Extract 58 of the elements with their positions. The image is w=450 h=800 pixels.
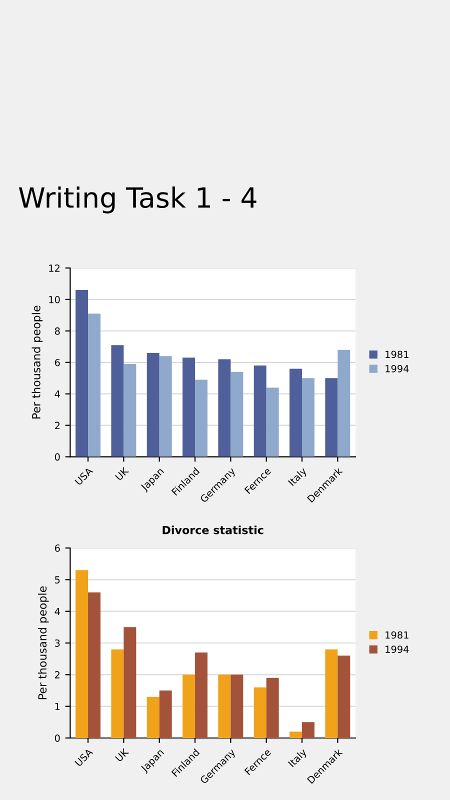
- bar: [254, 366, 266, 457]
- bar: [302, 722, 314, 738]
- y-tick-label: 0: [54, 453, 60, 461]
- legend-label: 1994: [386, 365, 409, 372]
- y-tick-label: 6: [54, 358, 60, 366]
- y-tick-label: 4: [54, 608, 60, 616]
- y-tick-label: 6: [54, 544, 60, 552]
- bar: [124, 364, 136, 457]
- bar: [124, 627, 136, 738]
- bar: [195, 380, 208, 457]
- y-tick-label: 3: [55, 639, 60, 647]
- bar: [338, 656, 350, 738]
- bar: [146, 352, 160, 457]
- bar: [230, 674, 244, 738]
- bar: [302, 378, 314, 457]
- bar: [111, 649, 124, 738]
- x-tick-label: USA: [74, 748, 94, 767]
- bar: [182, 674, 196, 738]
- bar: [338, 350, 350, 457]
- y-tick-label: 8: [54, 327, 60, 335]
- chart-title: Divorce statistic: [162, 526, 264, 534]
- bar: [159, 356, 172, 457]
- y-tick-label: 12: [49, 264, 60, 272]
- y-tick-label: 5: [55, 576, 60, 584]
- bar: [218, 674, 231, 738]
- y-axis-title: Per thousand people: [38, 586, 49, 700]
- y-tick-label: 2: [55, 671, 60, 678]
- bar: [266, 678, 279, 738]
- bar: [76, 570, 88, 738]
- bar: [88, 314, 101, 457]
- legend-label: 1981: [386, 631, 408, 639]
- bar: [325, 378, 338, 457]
- bar: [325, 649, 338, 738]
- bar: [159, 690, 172, 738]
- bar: [182, 358, 196, 457]
- x-tick-label: UK: [114, 748, 130, 762]
- bar: [230, 372, 244, 457]
- bar: [88, 592, 101, 738]
- y-tick-label: 1: [55, 702, 60, 710]
- x-tick-label: UK: [114, 466, 130, 481]
- chart-title: Writing Task 1 - 4: [18, 186, 256, 214]
- bar: [76, 290, 88, 457]
- y-tick-label: 2: [55, 422, 60, 430]
- bar: [195, 652, 208, 738]
- y-tick-label: 10: [49, 296, 60, 304]
- legend-label: 1994: [386, 646, 409, 653]
- y-tick-label: 4: [54, 390, 60, 398]
- y-axis-title: Per thousand people: [32, 306, 43, 418]
- bar: [146, 696, 160, 738]
- bar: [290, 368, 302, 457]
- bar: [218, 359, 231, 457]
- legend-label: 1981: [386, 350, 408, 358]
- bar: [111, 345, 124, 457]
- bar: [254, 687, 266, 738]
- y-tick-label: 0: [54, 734, 60, 742]
- bar: [266, 388, 279, 457]
- x-tick-label: USA: [74, 466, 94, 486]
- bar: [290, 732, 302, 738]
